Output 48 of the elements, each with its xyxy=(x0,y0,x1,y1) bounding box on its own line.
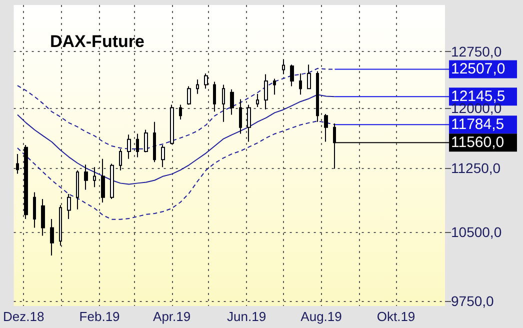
candlestick xyxy=(316,70,319,122)
candlestick xyxy=(24,144,28,220)
candlestick xyxy=(119,148,122,171)
candlestick xyxy=(101,158,105,203)
y-tick-label: 11250,0 xyxy=(451,160,501,176)
candlestick xyxy=(110,163,114,200)
candlestick xyxy=(161,144,165,168)
candlestick xyxy=(230,88,234,116)
annotation: 11784,5 xyxy=(451,116,504,134)
annotation: 11560,0 xyxy=(451,134,504,152)
candlestick xyxy=(84,164,88,190)
candlestick xyxy=(264,74,268,110)
x-tick-label: Dez.18 xyxy=(2,309,44,324)
line-series xyxy=(16,120,336,220)
candlestick xyxy=(282,58,285,75)
candlestick xyxy=(290,64,294,87)
candlestick xyxy=(76,170,79,210)
x-tick-label: Okt.19 xyxy=(376,309,416,324)
candlestick xyxy=(144,129,148,153)
y-tick-label: 10500,0 xyxy=(451,224,502,240)
candlestick xyxy=(170,104,174,145)
candlestick xyxy=(204,73,208,90)
candlestick xyxy=(273,78,276,96)
y-tick-label: 12750,0 xyxy=(451,43,502,60)
candlestick xyxy=(67,193,71,220)
candlestick xyxy=(179,104,182,120)
x-tick-label: Jun.19 xyxy=(227,309,266,324)
candlestick xyxy=(59,204,62,246)
candlestick xyxy=(153,121,156,163)
annotation: 12507,0 xyxy=(451,60,506,78)
x-tick-label: Aug.19 xyxy=(300,309,342,324)
candlestick xyxy=(307,64,311,90)
candlestick xyxy=(187,86,191,106)
x-tick-label: Apr.19 xyxy=(153,309,191,324)
candlestick xyxy=(50,218,54,256)
candlestick xyxy=(256,93,259,108)
candlestick xyxy=(324,114,328,142)
candlestick xyxy=(93,166,96,188)
candlestick xyxy=(127,134,131,160)
x-tick-label: Feb.19 xyxy=(79,309,120,324)
candlestick xyxy=(41,198,45,236)
y-tick-label: 9750,0 xyxy=(451,293,494,310)
candlestick xyxy=(196,79,199,94)
candlestick xyxy=(247,104,251,142)
text: DAX-Future xyxy=(50,32,144,51)
line-series xyxy=(16,94,336,185)
candlestick xyxy=(222,84,225,122)
candlestick xyxy=(213,81,216,112)
